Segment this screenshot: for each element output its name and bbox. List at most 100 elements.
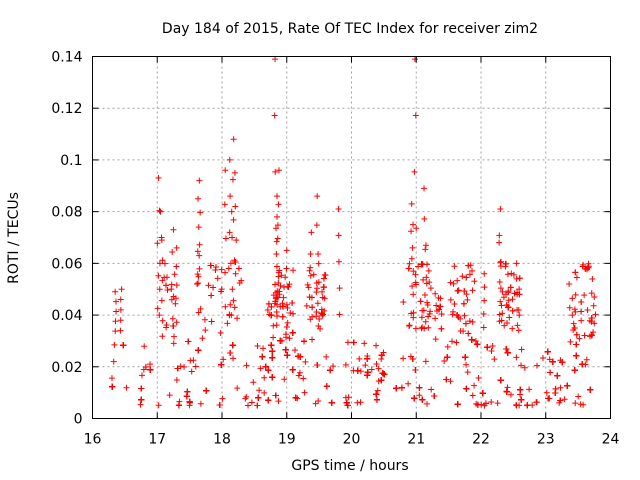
data-point bbox=[226, 156, 233, 163]
data-point bbox=[421, 291, 428, 298]
data-point bbox=[275, 398, 282, 405]
data-point bbox=[254, 343, 261, 350]
data-point bbox=[305, 284, 312, 291]
data-point bbox=[283, 324, 290, 331]
data-point bbox=[450, 308, 457, 315]
data-point bbox=[155, 402, 162, 409]
data-point bbox=[437, 303, 444, 310]
data-point bbox=[589, 275, 596, 282]
y-tick-label: 0.02 bbox=[51, 360, 82, 376]
data-point bbox=[307, 251, 314, 258]
data-point bbox=[184, 388, 191, 395]
data-point bbox=[449, 338, 456, 345]
data-point bbox=[190, 357, 197, 364]
data-point bbox=[228, 208, 235, 215]
data-point bbox=[569, 295, 576, 302]
data-point bbox=[521, 364, 528, 371]
data-point bbox=[274, 313, 281, 320]
data-point bbox=[283, 301, 290, 308]
x-tick-label: 22 bbox=[472, 432, 490, 448]
data-point bbox=[195, 347, 202, 354]
data-point bbox=[138, 372, 145, 379]
data-point bbox=[261, 389, 268, 396]
data-point bbox=[219, 395, 226, 402]
data-point bbox=[567, 338, 574, 345]
data-point bbox=[222, 167, 229, 174]
data-point bbox=[203, 387, 210, 394]
data-point bbox=[533, 362, 540, 369]
data-point bbox=[304, 281, 311, 288]
data-point bbox=[112, 288, 119, 295]
data-point bbox=[235, 265, 242, 272]
data-point bbox=[274, 193, 281, 200]
data-point bbox=[289, 300, 296, 307]
data-point bbox=[421, 185, 428, 192]
data-point bbox=[421, 215, 428, 222]
data-point bbox=[410, 268, 417, 275]
data-point bbox=[313, 222, 320, 229]
data-point bbox=[463, 291, 470, 298]
data-point bbox=[278, 272, 285, 279]
data-point bbox=[503, 302, 510, 309]
data-point bbox=[230, 136, 237, 143]
data-point bbox=[447, 378, 454, 385]
data-point bbox=[269, 348, 276, 355]
data-point bbox=[459, 273, 466, 280]
data-point bbox=[575, 393, 582, 400]
y-tick-label: 0.08 bbox=[51, 205, 82, 221]
data-point bbox=[195, 280, 202, 287]
data-point bbox=[314, 362, 321, 369]
data-point bbox=[196, 241, 203, 248]
data-point bbox=[514, 322, 521, 329]
data-point bbox=[497, 259, 504, 266]
data-point bbox=[464, 296, 471, 303]
data-point bbox=[381, 371, 388, 378]
data-point bbox=[518, 396, 525, 403]
data-point bbox=[592, 311, 599, 318]
data-point bbox=[513, 275, 520, 282]
data-point bbox=[419, 396, 426, 403]
data-point bbox=[413, 225, 420, 232]
data-point bbox=[268, 303, 275, 310]
data-point bbox=[425, 324, 432, 331]
data-point bbox=[308, 294, 315, 301]
data-point bbox=[481, 284, 488, 291]
data-point bbox=[208, 292, 215, 299]
data-point bbox=[373, 391, 380, 398]
data-point bbox=[416, 392, 423, 399]
data-point bbox=[362, 362, 369, 369]
data-point bbox=[166, 392, 173, 399]
data-point bbox=[248, 399, 255, 406]
data-point bbox=[503, 388, 510, 395]
data-point bbox=[161, 260, 168, 267]
data-point bbox=[408, 228, 415, 235]
data-point bbox=[454, 401, 461, 408]
data-point bbox=[137, 401, 144, 408]
data-point bbox=[410, 314, 417, 321]
data-point bbox=[357, 368, 364, 375]
data-point bbox=[469, 287, 476, 294]
data-point bbox=[566, 304, 573, 311]
data-point bbox=[283, 247, 290, 254]
data-point bbox=[335, 232, 342, 239]
data-point bbox=[472, 337, 479, 344]
data-point bbox=[588, 332, 595, 339]
data-point bbox=[588, 290, 595, 297]
data-point bbox=[409, 283, 416, 290]
data-point bbox=[108, 375, 115, 382]
data-point bbox=[231, 169, 238, 176]
data-point bbox=[313, 280, 320, 287]
data-point bbox=[307, 272, 314, 279]
data-point bbox=[342, 361, 349, 368]
data-point bbox=[117, 306, 124, 313]
data-point bbox=[427, 285, 434, 292]
data-point bbox=[270, 322, 277, 329]
data-point bbox=[320, 275, 327, 282]
data-point bbox=[256, 387, 263, 394]
y-tick-label: 0.06 bbox=[51, 256, 82, 272]
data-point bbox=[195, 273, 202, 280]
data-point bbox=[274, 301, 281, 308]
data-point bbox=[301, 389, 308, 396]
data-point bbox=[482, 400, 489, 407]
y-tick-label: 0.1 bbox=[60, 153, 82, 169]
